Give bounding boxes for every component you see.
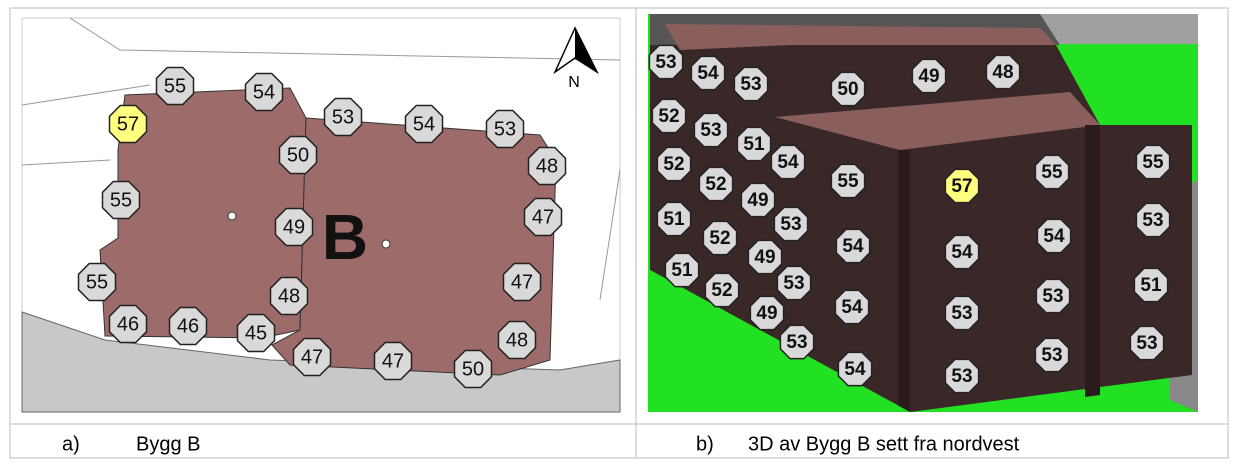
level-label: 49 <box>754 247 775 268</box>
level-label: 47 <box>301 346 323 368</box>
level-label: 47 <box>382 350 404 372</box>
level-label: 53 <box>780 214 801 235</box>
level-label: 53 <box>494 118 516 140</box>
building-edge <box>1085 125 1100 397</box>
level-label: 46 <box>117 313 139 335</box>
level-label: 49 <box>747 190 768 211</box>
level-label: 54 <box>951 242 973 263</box>
level-label: 48 <box>536 155 558 177</box>
caption: Bygg B <box>136 433 200 455</box>
level-label: 53 <box>740 74 761 95</box>
level-label: 50 <box>837 79 858 100</box>
level-label: 52 <box>709 228 730 249</box>
caption-letter: b) <box>696 433 714 455</box>
level-label: 55 <box>1041 162 1063 183</box>
level-label: 53 <box>951 303 972 324</box>
level-label: 55 <box>110 189 132 211</box>
level-label: 48 <box>278 285 300 307</box>
level-label: 54 <box>697 63 719 84</box>
level-label: 52 <box>658 106 679 127</box>
level-label: 51 <box>663 209 685 230</box>
level-label: 46 <box>177 315 199 337</box>
level-label: 54 <box>842 236 864 257</box>
level-label: 49 <box>756 303 777 324</box>
figure: B N a) Bygg B b) 3D av Bygg B sett fra n… <box>0 0 1236 459</box>
level-label: 53 <box>786 332 807 353</box>
level-label: 53 <box>1041 345 1062 366</box>
level-label: 57 <box>117 113 139 135</box>
level-label: 51 <box>671 260 693 281</box>
level-label: 54 <box>844 359 866 380</box>
level-label: 48 <box>992 62 1013 83</box>
north-label: N <box>568 74 580 91</box>
level-label: 52 <box>711 280 732 301</box>
level-label: 54 <box>1043 226 1065 247</box>
level-label: 53 <box>951 366 972 387</box>
point <box>228 212 236 220</box>
level-label: 53 <box>1142 210 1163 231</box>
level-label: 53 <box>332 106 354 128</box>
level-label: 53 <box>655 52 676 73</box>
level-label: 45 <box>245 322 267 344</box>
level-label: 54 <box>413 113 435 135</box>
level-label: 50 <box>287 144 309 166</box>
caption-letter: a) <box>62 433 80 455</box>
level-label: 53 <box>783 273 804 294</box>
level-label: 54 <box>841 297 863 318</box>
level-label: 47 <box>511 271 533 293</box>
level-label: 49 <box>918 66 939 87</box>
level-label: 55 <box>86 271 108 293</box>
level-label: 51 <box>743 134 765 155</box>
level-label: 54 <box>777 152 799 173</box>
level-label: 53 <box>700 120 721 141</box>
level-label: 52 <box>705 174 726 195</box>
caption: 3D av Bygg B sett fra nordvest <box>748 433 1020 455</box>
level-label: 50 <box>462 358 484 380</box>
level-label: 55 <box>837 171 859 192</box>
sky <box>1040 14 1198 44</box>
level-label: 57 <box>951 176 972 197</box>
level-label: 48 <box>506 329 528 351</box>
level-label: 53 <box>1136 333 1157 354</box>
level-label: 55 <box>164 75 186 97</box>
level-label: 51 <box>1140 275 1162 296</box>
point <box>382 240 390 248</box>
level-label: 55 <box>1142 152 1164 173</box>
level-label: 47 <box>532 206 554 228</box>
level-label: 53 <box>1042 286 1063 307</box>
level-label: 52 <box>663 154 684 175</box>
building-edge <box>898 150 910 412</box>
level-label: 49 <box>283 216 305 238</box>
level-label: 54 <box>253 81 275 103</box>
building-label: B <box>322 201 368 273</box>
